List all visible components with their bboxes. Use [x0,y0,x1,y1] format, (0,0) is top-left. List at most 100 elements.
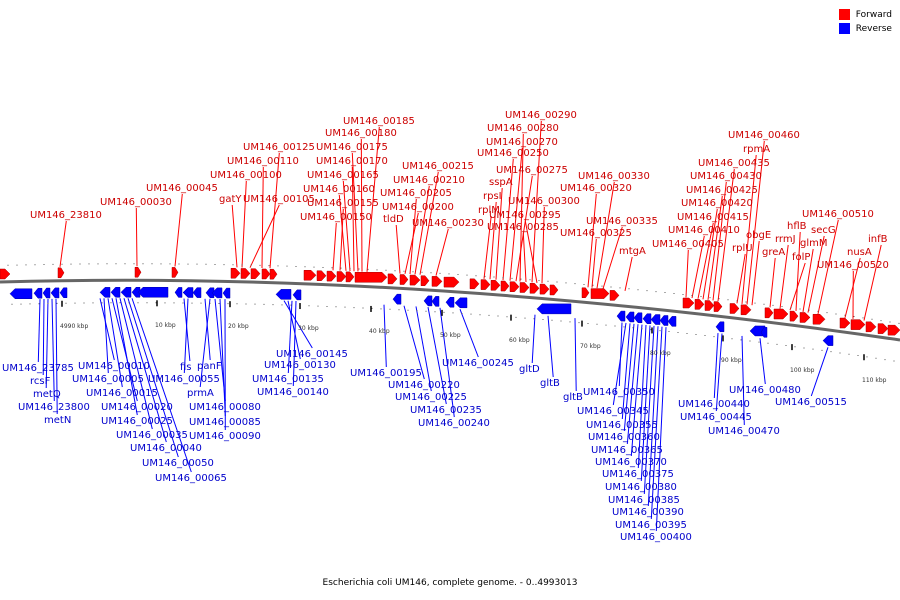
forward-gene-arrow [764,307,774,319]
forward-gene-label: sspA [489,177,513,188]
leader-line-reverse [99,298,115,361]
reverse-gene-label: UM146_00390 [612,507,684,518]
forward-gene-arrow [240,268,251,279]
reverse-gene-label: UM146_00145 [276,349,348,360]
forward-gene-arrow [261,268,271,280]
reverse-gene-label: UM146_00020 [101,402,173,413]
reverse-gene-label: UM146_00515 [775,397,847,408]
forward-gene-arrow [387,273,398,285]
reverse-gene-arrow [633,312,643,324]
forward-gene-label: UM146_00415 [677,212,749,223]
forward-gene-label: UM146_00290 [505,110,577,121]
leader-lines [37,120,882,532]
leader-line-forward [717,168,735,302]
reverse-gene-label: UM146_00445 [680,412,752,423]
reverse-gene-label: UM146_00395 [615,520,687,531]
reverse-gene-label: UM146_00360 [588,432,660,443]
leader-line-reverse [292,300,297,387]
reverse-gene-arrow [42,287,51,299]
leader-line-reverse [531,314,536,364]
forward-gene-arrow [0,268,11,280]
leader-line-reverse [127,298,179,458]
leader-line-reverse [630,324,643,457]
gene-labels: UM146_23810UM146_00030UM146_00045gatYUM1… [2,110,889,543]
forward-gene-arrow [740,304,752,316]
leader-line-forward [366,126,380,272]
forward-gene-label: greA [762,247,785,258]
leader-line-reverse [647,326,659,507]
forward-gene-label: UM146_00280 [487,123,559,134]
forward-gene-label: UM146_00510 [802,209,874,220]
leader-line-forward [863,244,882,321]
leader-line-forward [59,220,67,267]
forward-gene-label: UM146_00210 [393,175,465,186]
forward-gene-arrow [250,268,261,279]
reverse-gene-arrow [275,289,292,300]
reverse-gene-arrow [192,287,202,298]
leader-line-forward [261,166,264,268]
reverse-gene-arrow [445,296,455,308]
forward-gene-arrow [500,280,510,292]
forward-gene-label: UM146_00430 [690,171,762,182]
reverse-gene-label: UM146_00055 [148,374,220,385]
forward-gene-arrow [490,280,501,291]
reverse-gene-label: UM146_00065 [155,473,227,484]
forward-gene-label: mtgA [619,246,646,257]
leader-line-forward [269,152,280,269]
reverse-gene-arrow [536,303,572,315]
reverse-gene-arrow [642,313,652,324]
leader-line-forward [351,166,355,272]
reverse-gene-label: UM146_00140 [257,387,329,398]
leader-line-forward [844,257,861,318]
forward-gene-arrow [729,303,740,314]
legend-forward: Forward [838,9,892,20]
leader-line-forward [419,171,439,275]
leader-line-forward [495,187,503,280]
forward-gene-label: UM146_00295 [489,210,561,221]
leader-line-forward [741,154,757,304]
forward-gene-label: UM146_00325 [560,228,632,239]
leader-line-forward [249,204,280,268]
forward-gene-label: UM146_00170 [316,156,388,167]
scale-tick-label: 60 kbp [509,337,530,344]
leader-line-reverse [183,298,191,362]
reverse-gene-arrow [182,287,194,298]
forward-gene-arrow [269,268,278,280]
leader-line-reverse [42,299,45,376]
reverse-gene-label: prmA [187,388,214,399]
leader-line-reverse [715,333,723,412]
reverse-gene-label: UM146_00080 [189,402,261,413]
forward-gene-label: UM146_23810 [30,210,102,221]
forward-gene-label: obgE [746,230,771,241]
reverse-gene-label: UM146_00035 [116,430,188,441]
reverse-gene-label: UM146_00480 [729,385,801,396]
forward-gene-label: UM146_00185 [343,116,415,127]
reverse-gene-label: UM146_23800 [18,402,90,413]
forward-gene-label: UM146_00030 [100,197,172,208]
forward-gene-label: glmM [800,238,828,249]
forward-gene-label: UM146_00405 [652,239,724,250]
leader-line-reverse [810,347,829,397]
forward-gene-label: UM146_00045 [146,183,218,194]
forward-gene-label: UM146_00215 [402,161,474,172]
forward-gene-arrow [171,267,179,278]
leader-line-reverse [37,299,41,363]
forward-gene-label: rpmA [743,144,770,155]
forward-gene-label: infB [868,234,888,245]
reverse-gene-arrow [650,314,661,325]
reverse-gene-arrow [205,287,215,299]
forward-gene-label: UM146_00285 [487,222,559,233]
reverse-gene-arrow [131,286,141,298]
leader-line-forward [751,240,760,306]
forward-gene-label: UM146_00410 [668,225,740,236]
forward-gene-arrow [409,274,421,286]
forward-gene-arrow [399,274,409,285]
forward-gene-label: UM146_00155 [307,198,379,209]
reverse-gene-label: UM146_00085 [189,417,261,428]
forward-gene-arrow [519,282,530,293]
leader-line-forward [779,244,789,309]
leader-line-forward [338,194,347,271]
forward-gene-label: UM146_00425 [686,185,758,196]
scale-tick-label: 50 kbp [440,332,461,339]
legend-forward-label: Forward [855,9,892,20]
